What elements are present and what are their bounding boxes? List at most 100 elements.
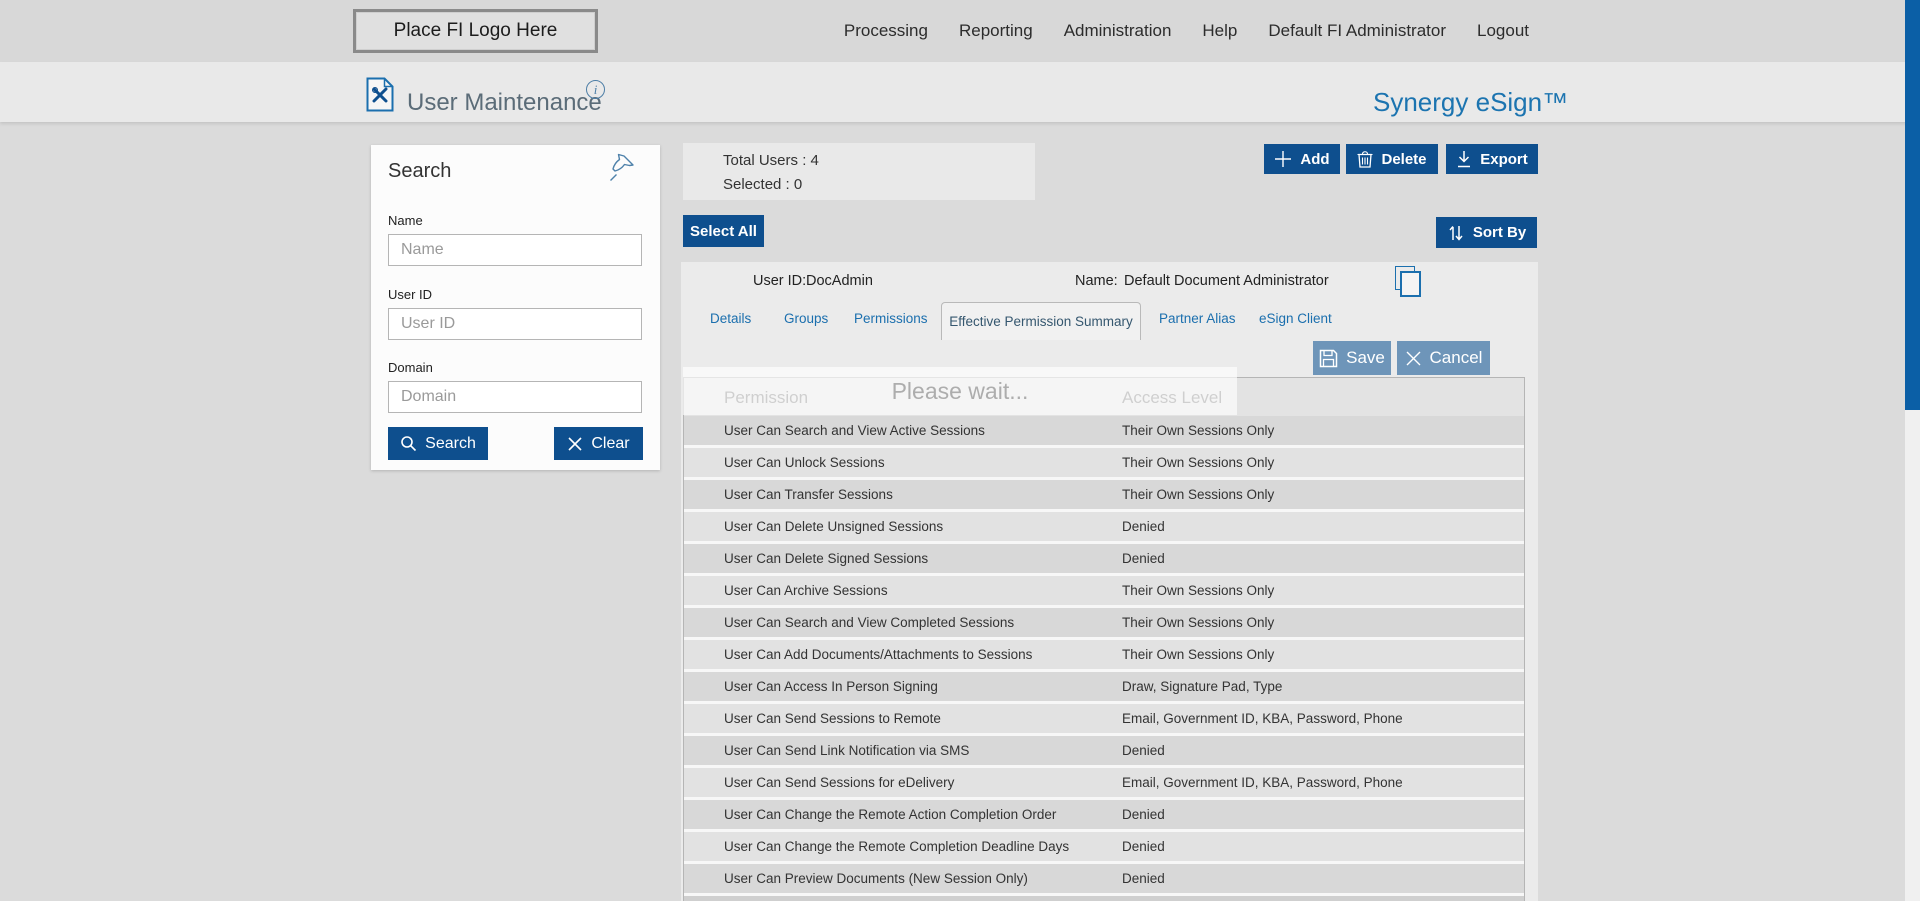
name-value: Default Document Administrator	[1124, 273, 1329, 289]
access-level-cell: Their Own Sessions Only	[1122, 423, 1275, 438]
access-level-cell: Their Own Sessions Only	[1122, 647, 1275, 662]
menu-item-administration[interactable]: Administration	[1063, 21, 1172, 40]
save-button[interactable]: Save	[1313, 341, 1391, 375]
selected-count-text: Selected : 0	[723, 176, 803, 193]
totals-box: Total Users : 4 Selected : 0	[683, 143, 1035, 200]
permission-cell: User Can Send Sessions for eDelivery	[724, 775, 955, 790]
select-all-button[interactable]: Select All	[683, 215, 764, 247]
table-body: User Can Search and View Active Sessions…	[684, 416, 1524, 893]
search-button[interactable]: Search	[388, 427, 488, 460]
menu-item-logout[interactable]: Logout	[1477, 21, 1529, 40]
menu-item-current-user[interactable]: Default FI Administrator	[1268, 21, 1446, 40]
scrollbar-thumb[interactable]	[1905, 0, 1920, 410]
table-row[interactable]: User Can Preview Documents (New Session …	[684, 864, 1524, 893]
table-row[interactable]: User Can Change the Remote Action Comple…	[684, 800, 1524, 829]
permissions-table: Permission Access Level User Can Search …	[683, 377, 1525, 901]
tab-permissions[interactable]: Permissions	[854, 311, 928, 326]
sort-arrows-icon	[1449, 225, 1463, 241]
add-button-label: Add	[1300, 150, 1330, 168]
access-level-cell: Denied	[1122, 871, 1165, 886]
cancel-button[interactable]: Cancel	[1397, 341, 1490, 375]
table-row[interactable]: User Can Delete Unsigned Sessions Denied	[684, 512, 1524, 541]
access-level-cell: Their Own Sessions Only	[1122, 615, 1275, 630]
sort-by-button[interactable]: Sort By	[1436, 217, 1537, 248]
access-level-cell: Their Own Sessions Only	[1122, 487, 1275, 502]
permission-cell: User Can Archive Sessions	[724, 583, 888, 598]
active-tab-label: Effective Permission Summary	[949, 314, 1133, 329]
permission-cell: User Can Delete Signed Sessions	[724, 551, 929, 566]
add-button[interactable]: Add	[1264, 144, 1340, 174]
domain-input[interactable]	[388, 381, 642, 413]
table-row[interactable]: User Can Transfer Sessions Their Own Sess…	[684, 480, 1524, 509]
user-id-value: DocAdmin	[806, 273, 873, 289]
download-icon	[1458, 151, 1471, 168]
table-row[interactable]: User Can Add Documents/Attachments to Se…	[684, 640, 1524, 669]
menu-item-reporting[interactable]: Reporting	[958, 21, 1033, 40]
export-button-label: Export	[1480, 150, 1528, 168]
fi-logo-placeholder: Place FI Logo Here	[353, 9, 598, 53]
access-level-cell: Email, Government ID, KBA, Password, Pho…	[1122, 711, 1403, 726]
table-row[interactable]: User Can Change the Remote Completion De…	[684, 832, 1524, 861]
trash-icon	[1357, 151, 1373, 168]
tab-esign-client[interactable]: eSign Client	[1259, 311, 1332, 326]
tab-partner-alias[interactable]: Partner Alias	[1159, 311, 1236, 326]
search-panel: Search Name User ID Domain Search Clear	[371, 145, 660, 470]
loading-overlay: Please wait...	[683, 367, 1237, 415]
copy-icon[interactable]	[1391, 266, 1425, 300]
permission-cell: User Can Add Documents/Attachments to Se…	[724, 647, 1033, 662]
menu-item-help[interactable]: Help	[1202, 21, 1238, 40]
table-row[interactable]: User Can Archive Sessions Their Own Sessi…	[684, 576, 1524, 605]
name-label: Name:	[1075, 273, 1118, 289]
access-level-cell: Denied	[1122, 551, 1165, 566]
table-row[interactable]: User Can Send Sessions to Remote Email, G…	[684, 704, 1524, 733]
access-level-cell: Denied	[1122, 743, 1165, 758]
table-row[interactable]: User Can Search and View Active Sessions…	[684, 416, 1524, 445]
main-menu: Processing Reporting Administration Help…	[844, 0, 1529, 62]
delete-button[interactable]: Delete	[1346, 144, 1438, 174]
total-users-text: Total Users : 4	[723, 152, 819, 169]
clear-button[interactable]: Clear	[554, 427, 643, 460]
user-id-label: User ID:	[753, 273, 807, 289]
access-level-cell: Their Own Sessions Only	[1122, 583, 1275, 598]
access-level-cell: Denied	[1122, 807, 1165, 822]
tab-effective-permission-summary[interactable]: Effective Permission Summary	[941, 302, 1141, 340]
sort-by-label: Sort By	[1472, 224, 1527, 241]
table-row[interactable]: User Can Delete Signed Sessions Denied	[684, 544, 1524, 573]
copy-icon-front	[1400, 271, 1421, 297]
search-button-label: Search	[425, 434, 476, 452]
table-row[interactable]: User Can Send Link Notification via SMS D…	[684, 736, 1524, 765]
clear-x-icon	[568, 436, 582, 451]
table-row[interactable]: User Can Access In Person Signing Draw, S…	[684, 672, 1524, 701]
search-panel-title: Search	[388, 160, 452, 182]
user-maintenance-icon	[366, 77, 394, 112]
page-header: User Maintenance i Synergy eSign™	[0, 62, 1920, 122]
permission-cell: User Can Unlock Sessions	[724, 455, 885, 470]
tab-details[interactable]: Details	[710, 311, 752, 326]
permission-cell: User Can Search and View Active Sessions	[724, 423, 985, 438]
brand-logo-text: Synergy eSign™	[1373, 87, 1569, 117]
permission-cell: User Can Access In Person Signing	[724, 679, 938, 694]
menu-item-processing[interactable]: Processing	[843, 21, 928, 40]
pin-icon[interactable]	[608, 153, 636, 183]
plus-icon	[1275, 151, 1292, 167]
table-row[interactable]: User Can Unlock Sessions Their Own Sessio…	[684, 448, 1524, 477]
info-icon[interactable]: i	[586, 80, 605, 99]
clear-button-label: Clear	[591, 434, 630, 452]
page-scrollbar[interactable]	[1905, 0, 1920, 901]
permission-cell: User Can Send Link Notification via SMS	[724, 743, 970, 758]
access-level-cell: Denied	[1122, 519, 1165, 534]
permission-cell: User Can Send Sessions to Remote	[724, 711, 941, 726]
table-row[interactable]: User Can Send Sessions for eDelivery Emai…	[684, 768, 1524, 797]
tab-groups[interactable]: Groups	[784, 311, 829, 326]
cancel-x-icon	[1406, 351, 1421, 365]
permission-cell: User Can Search and View Completed Sessi…	[724, 615, 1015, 630]
page-title: User Maintenance	[407, 89, 602, 116]
delete-button-label: Delete	[1381, 150, 1427, 168]
name-input[interactable]	[388, 234, 642, 266]
export-button[interactable]: Export	[1446, 144, 1538, 174]
please-wait-text: Please wait...	[891, 377, 1029, 404]
permission-cell: User Can Change the Remote Action Comple…	[724, 807, 1057, 822]
table-row[interactable]: User Can Search and View Completed Sessi…	[684, 608, 1524, 637]
domain-field-label: Domain	[388, 360, 433, 375]
user-id-input[interactable]	[388, 308, 642, 340]
